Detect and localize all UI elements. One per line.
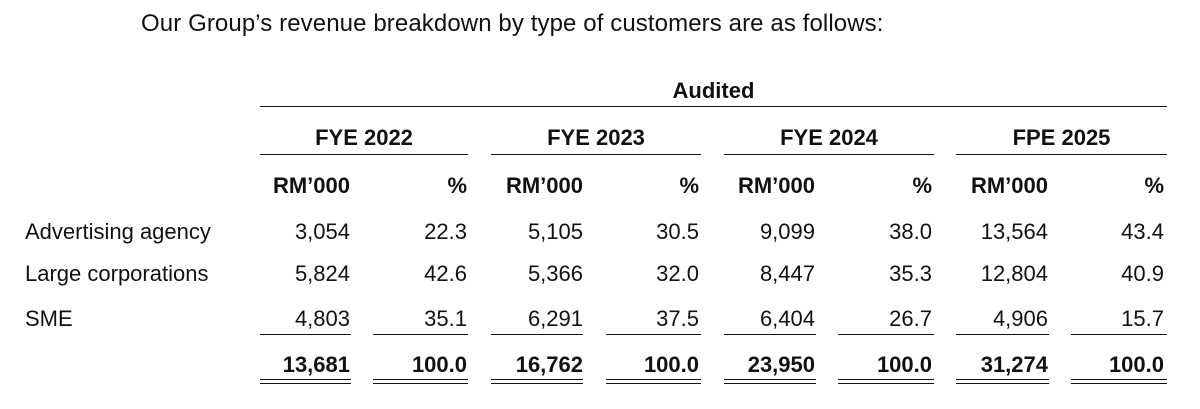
table-cell: 40.9 [1121,261,1164,286]
total-double-rule [1071,379,1167,384]
table-cell: 6,291 [527,306,583,331]
table-cell: 6,404 [759,306,815,331]
period-header-fye-2023: FYE 2023 [547,125,645,150]
row-label-advertising-agency: Advertising agency [25,219,211,244]
subtotal-rule [373,334,468,335]
row-label-large-corporations: Large corporations [25,261,209,286]
total-cell: 13,681 [282,352,350,377]
total-cell: 100.0 [1108,352,1164,377]
audited-underline [260,106,1167,107]
total-cell: 100.0 [643,352,699,377]
unit-header-amount: RM’000 [970,173,1048,198]
total-double-rule [373,379,468,384]
subtotal-rule [606,334,701,335]
period-header-fpe-2025: FPE 2025 [1012,125,1111,150]
table-cell: 37.5 [656,306,699,331]
table-cell: 5,824 [294,261,350,286]
unit-header-amount: RM’000 [505,173,583,198]
table-cell: 32.0 [656,261,699,286]
subtotal-rule [956,334,1049,335]
total-double-rule [606,379,701,384]
table-cell: 22.3 [424,219,467,244]
unit-header-amount: RM’000 [737,173,815,198]
unit-header-percent: % [1144,173,1164,198]
table-cell: 35.3 [889,261,932,286]
table-cell: 43.4 [1121,219,1164,244]
total-double-rule [838,379,934,384]
table-cell: 9,099 [759,219,815,244]
table-cell: 8,447 [759,261,815,286]
total-cell: 23,950 [747,352,815,377]
period-underline-fye-2022 [260,154,468,155]
unit-header-percent: % [447,173,467,198]
table-cell: 5,105 [527,219,583,244]
subtotal-rule [260,334,351,335]
period-header-fye-2022: FYE 2022 [315,125,413,150]
period-underline-fye-2024 [724,154,934,155]
total-cell: 31,274 [980,352,1048,377]
total-cell: 100.0 [876,352,932,377]
row-label-sme: SME [25,306,73,331]
total-double-rule [956,379,1049,384]
table-cell: 15.7 [1121,306,1164,331]
intro-text: Our Group’s revenue breakdown by type of… [141,10,884,37]
subtotal-rule [491,334,583,335]
total-cell: 16,762 [515,352,583,377]
total-cell: 100.0 [411,352,467,377]
period-underline-fpe-2025 [956,154,1167,155]
unit-header-percent: % [912,173,932,198]
period-header-fye-2024: FYE 2024 [780,125,878,150]
table-cell: 4,906 [992,306,1048,331]
table-cell: 4,803 [294,306,350,331]
table-cell: 42.6 [424,261,467,286]
subtotal-rule [724,334,816,335]
unit-header-percent: % [679,173,699,198]
unit-header-amount: RM’000 [272,173,350,198]
total-double-rule [724,379,816,384]
table-cell: 35.1 [424,306,467,331]
table-cell: 5,366 [527,261,583,286]
table-cell: 3,054 [294,219,350,244]
subtotal-rule [838,334,934,335]
table-cell: 30.5 [656,219,699,244]
table-cell: 12,804 [980,261,1048,286]
audited-header: Audited [672,78,755,103]
total-double-rule [260,379,351,384]
table-cell: 38.0 [889,219,932,244]
table-cell: 13,564 [980,219,1048,244]
total-double-rule [491,379,583,384]
period-underline-fye-2023 [491,154,701,155]
subtotal-rule [1071,334,1167,335]
table-cell: 26.7 [889,306,932,331]
